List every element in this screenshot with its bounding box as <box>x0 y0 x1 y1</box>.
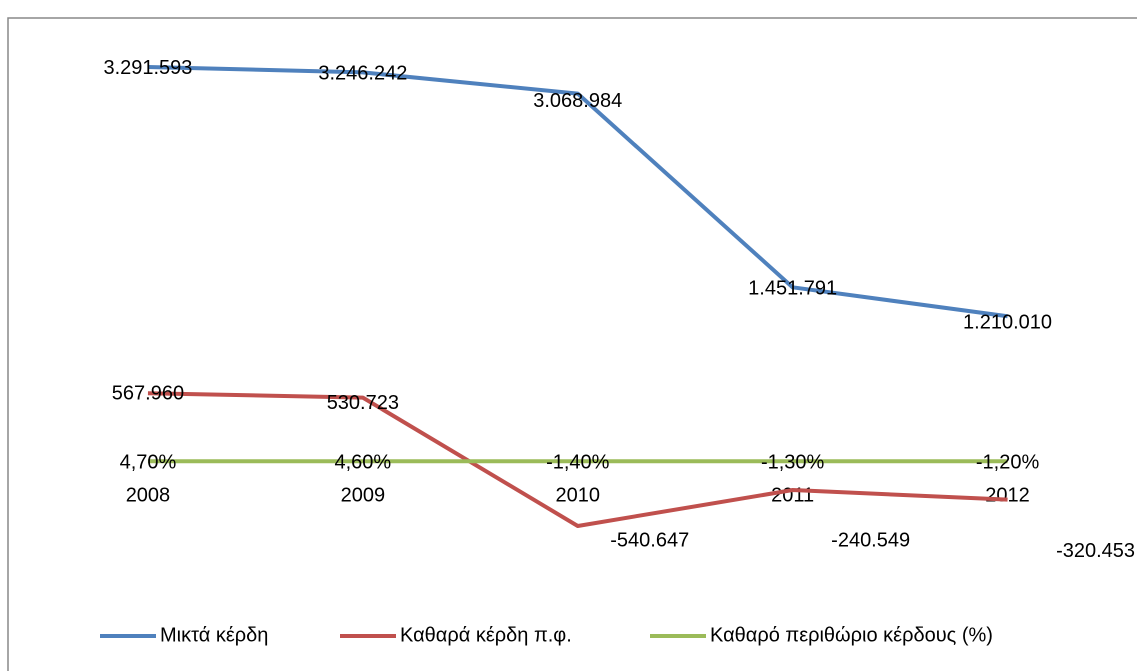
data-label: 3.246.242 <box>318 63 407 85</box>
legend-label: Καθαρά κέρδη π.φ. <box>400 624 572 646</box>
data-label: 3.291.593 <box>103 57 192 79</box>
series-line <box>147 64 1008 319</box>
data-label: 4,70% <box>120 452 177 474</box>
data-label: -320.453 <box>1056 540 1135 562</box>
x-tick-label: 2012 <box>985 485 1030 507</box>
chart-frame <box>7 17 1137 671</box>
data-label: -1,20% <box>976 452 1040 474</box>
data-label: 1.210.010 <box>963 312 1052 334</box>
data-label: 530.723 <box>327 392 399 414</box>
data-label: 567.960 <box>112 382 184 404</box>
data-label: 3.068.984 <box>533 90 622 112</box>
series-line <box>147 391 1008 528</box>
x-tick-label: 2008 <box>126 485 171 507</box>
x-tick-label: 2010 <box>556 485 601 507</box>
data-label: 4,60% <box>334 452 391 474</box>
legend-label: Μικτά κέρδη <box>160 624 268 646</box>
data-label: -240.549 <box>831 529 910 551</box>
data-label: -1,30% <box>761 452 825 474</box>
data-label: -1,40% <box>546 452 610 474</box>
legend-label: Καθαρό περιθώριο κέρδους (%) <box>710 624 993 646</box>
x-tick-label: 2009 <box>341 485 386 507</box>
data-label: -540.647 <box>610 529 689 551</box>
data-label: 1.451.791 <box>748 278 837 300</box>
x-tick-label: 2011 <box>771 485 814 507</box>
